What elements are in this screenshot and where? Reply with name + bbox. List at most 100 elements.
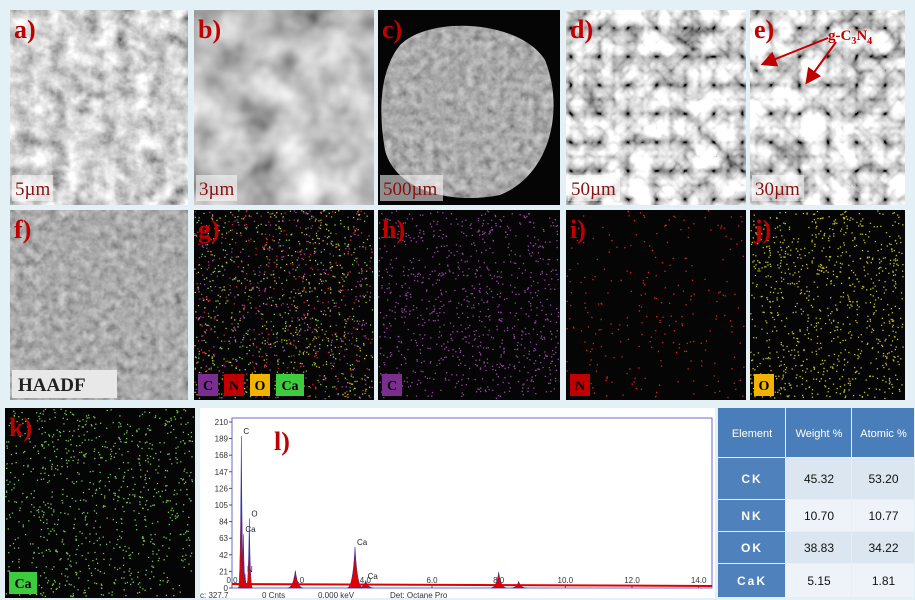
eds-dot — [351, 289, 352, 290]
eds-dot — [240, 318, 241, 319]
eds-dot — [895, 283, 896, 284]
eds-dot — [471, 244, 472, 245]
eds-dot — [478, 303, 479, 304]
eds-dot — [341, 277, 342, 278]
eds-dot — [432, 284, 433, 285]
eds-dot — [91, 572, 92, 573]
eds-dot — [499, 296, 500, 297]
eds-dot — [101, 584, 102, 585]
eds-dot — [557, 234, 558, 235]
eds-dot — [422, 319, 423, 320]
eds-dot — [879, 213, 880, 214]
eds-dot — [802, 265, 803, 266]
eds-dot — [794, 396, 795, 397]
eds-dot — [203, 213, 204, 214]
eds-dot — [484, 242, 485, 243]
eds-dot — [230, 212, 231, 213]
eds-dot — [891, 384, 892, 385]
eds-dot — [843, 296, 844, 297]
eds-dot — [83, 592, 84, 593]
eds-dot — [225, 250, 226, 251]
eds-dot — [314, 287, 315, 288]
eds-dot — [351, 343, 352, 344]
eds-dot — [31, 562, 32, 563]
eds-dot — [474, 339, 475, 340]
eds-dot — [314, 329, 315, 330]
eds-dot — [362, 393, 363, 394]
eds-dot — [806, 286, 807, 287]
eds-dot — [756, 286, 757, 287]
eds-dot — [383, 397, 384, 398]
eds-dot — [816, 273, 817, 274]
eds-dot — [822, 268, 823, 269]
eds-dot — [556, 370, 557, 371]
eds-dot — [323, 364, 324, 365]
eds-dot — [139, 501, 140, 502]
eds-dot — [228, 221, 229, 222]
eds-dot — [119, 536, 120, 537]
eds-dot — [389, 275, 390, 276]
eds-dot — [88, 587, 89, 588]
eds-dot — [784, 364, 785, 365]
eds-dot — [48, 507, 49, 508]
eds-dot — [468, 268, 469, 269]
eds-dot — [89, 533, 90, 534]
eds-dot — [716, 315, 717, 316]
eds-dot — [867, 316, 868, 317]
eds-dot — [671, 316, 672, 317]
eds-dot — [310, 318, 311, 319]
eds-dot — [884, 376, 885, 377]
eds-dot — [89, 489, 90, 490]
eds-dot — [503, 216, 504, 217]
eds-dot — [779, 267, 780, 268]
eds-dot — [44, 421, 45, 422]
eds-dot — [887, 245, 888, 246]
eds-dot — [145, 477, 146, 478]
eds-dot — [356, 213, 357, 214]
eds-dot — [430, 362, 431, 363]
eds-dot — [829, 260, 830, 261]
eds-dot — [839, 378, 840, 379]
eds-dot — [116, 522, 117, 523]
eds-dot — [836, 308, 837, 309]
eds-dot — [714, 375, 715, 376]
eds-dot — [288, 255, 289, 256]
eds-dot — [427, 348, 428, 349]
eds-dot — [420, 349, 421, 350]
eds-dot — [379, 366, 380, 367]
eds-dot — [550, 373, 551, 374]
eds-dot — [758, 352, 759, 353]
eds-dot — [439, 264, 440, 265]
eds-dot — [177, 446, 178, 447]
eds-dot — [753, 354, 754, 355]
eds-dot — [813, 299, 814, 300]
eds-dot — [897, 361, 898, 362]
eds-dot — [127, 582, 128, 583]
eds-dot — [295, 332, 296, 333]
eds-dot — [773, 292, 774, 293]
eds-dot — [415, 372, 416, 373]
eds-dot — [483, 223, 484, 224]
eds-dot — [175, 418, 176, 419]
eds-dot — [273, 288, 274, 289]
eds-dot — [176, 503, 177, 504]
eds-dot — [844, 212, 845, 213]
eds-dot — [751, 393, 752, 394]
eds-dot — [246, 273, 247, 274]
eds-dot — [836, 223, 837, 224]
eds-dot — [901, 384, 902, 385]
eds-dot — [590, 351, 591, 352]
eds-dot — [750, 230, 751, 231]
eds-dot — [514, 287, 515, 288]
eds-dot — [307, 213, 308, 214]
eds-dot — [271, 305, 272, 306]
eds-dot — [640, 212, 641, 213]
eds-dot — [243, 315, 244, 316]
eds-dot — [621, 280, 622, 281]
eds-dot — [202, 298, 203, 299]
eds-dot — [331, 270, 332, 271]
eds-dot — [248, 264, 249, 265]
eds-dot — [661, 365, 662, 366]
eds-dot — [38, 450, 39, 451]
eds-dot — [324, 376, 325, 377]
